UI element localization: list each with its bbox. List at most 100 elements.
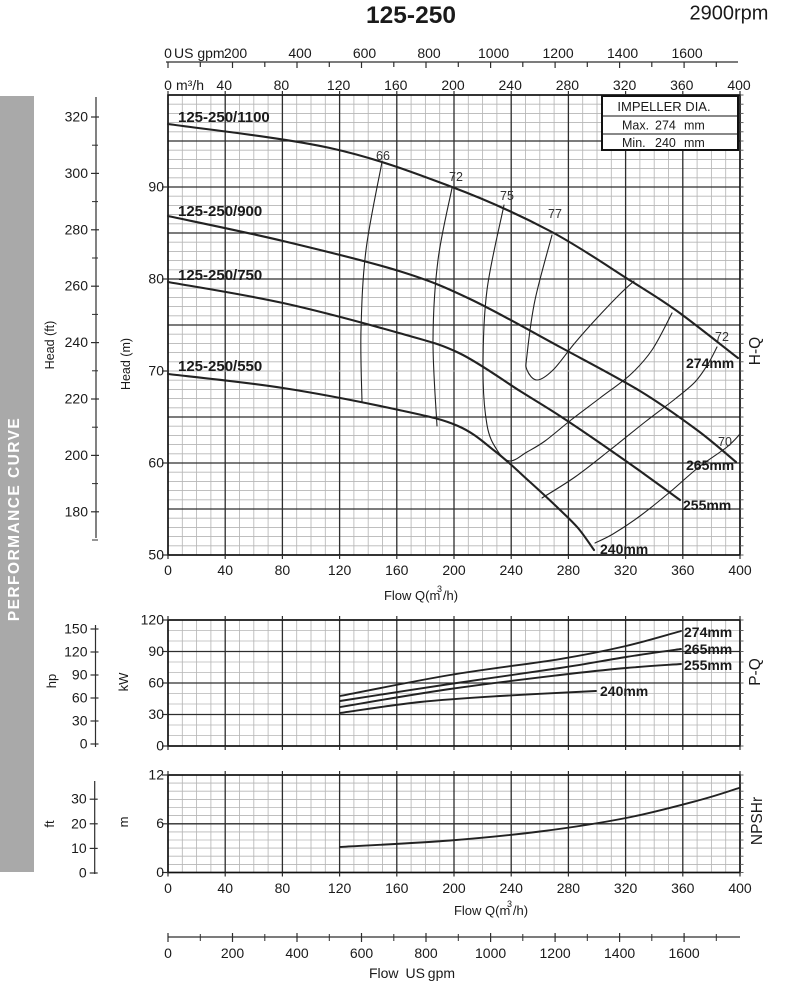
svg-text:Flow US gpm: Flow US gpm — [369, 965, 455, 981]
svg-text:400: 400 — [728, 562, 752, 578]
svg-text:US gpm: US gpm — [174, 45, 225, 61]
svg-text:200: 200 — [65, 447, 89, 463]
svg-text:0: 0 — [80, 736, 88, 752]
svg-text:180: 180 — [65, 503, 89, 519]
svg-text:1000: 1000 — [478, 45, 509, 61]
svg-text:1600: 1600 — [669, 945, 700, 961]
svg-text:0: 0 — [79, 865, 87, 881]
svg-text:800: 800 — [414, 945, 438, 961]
svg-text:1600: 1600 — [672, 45, 703, 61]
svg-text:60: 60 — [148, 675, 164, 691]
svg-text:72: 72 — [449, 170, 463, 184]
svg-text:20: 20 — [71, 815, 87, 831]
svg-text:hp: hp — [44, 674, 59, 688]
svg-text:280: 280 — [557, 880, 581, 896]
svg-text:200: 200 — [221, 945, 245, 961]
svg-text:200: 200 — [224, 45, 248, 61]
svg-text:1000: 1000 — [475, 945, 506, 961]
svg-text:125-250/1100: 125-250/1100 — [178, 109, 270, 126]
svg-text:80: 80 — [275, 562, 291, 578]
svg-text:240: 240 — [500, 562, 524, 578]
svg-text:274mm: 274mm — [686, 355, 734, 371]
svg-text:1400: 1400 — [607, 45, 638, 61]
svg-text:66: 66 — [376, 149, 390, 163]
svg-text:Flow Q(m /h): Flow Q(m /h) — [384, 588, 458, 603]
svg-text:360: 360 — [671, 562, 695, 578]
svg-text:200: 200 — [442, 880, 466, 896]
svg-text:360: 360 — [671, 880, 695, 896]
svg-text:120: 120 — [64, 644, 88, 660]
svg-text:120: 120 — [328, 880, 352, 896]
svg-text:125-250: 125-250 — [366, 2, 456, 29]
svg-text:6: 6 — [156, 815, 164, 831]
svg-text:Head (ft): Head (ft) — [43, 321, 57, 370]
svg-text:PERFORMANCE CURVE: PERFORMANCE CURVE — [6, 417, 23, 621]
svg-text:240: 240 — [65, 334, 89, 350]
svg-text:Min.: Min. — [622, 136, 646, 150]
svg-text:240: 240 — [499, 77, 523, 93]
svg-text:40: 40 — [217, 562, 233, 578]
svg-text:m: m — [116, 817, 131, 828]
svg-text:P-Q: P-Q — [747, 658, 764, 686]
svg-text:60: 60 — [148, 455, 164, 471]
svg-text:220: 220 — [65, 391, 89, 407]
svg-text:280: 280 — [557, 562, 581, 578]
svg-text:80: 80 — [275, 880, 291, 896]
svg-text:H-Q: H-Q — [747, 337, 764, 365]
svg-text:600: 600 — [350, 945, 374, 961]
svg-text:320: 320 — [65, 109, 89, 125]
svg-text:240mm: 240mm — [600, 683, 648, 699]
svg-text:40: 40 — [217, 880, 233, 896]
svg-text:240: 240 — [655, 136, 676, 150]
svg-text:50: 50 — [148, 547, 164, 563]
svg-text:255mm: 255mm — [683, 497, 731, 513]
svg-text:80: 80 — [274, 77, 290, 93]
svg-text:400: 400 — [728, 880, 752, 896]
svg-text:Head (m): Head (m) — [119, 338, 133, 390]
svg-text:260: 260 — [65, 278, 89, 294]
svg-text:0: 0 — [156, 864, 164, 880]
svg-text:125-250/750: 125-250/750 — [178, 267, 262, 284]
svg-text:240: 240 — [500, 880, 524, 896]
svg-text:2900rpm: 2900rpm — [690, 3, 769, 25]
svg-text:240mm: 240mm — [600, 541, 648, 557]
svg-text:400: 400 — [285, 945, 309, 961]
svg-text:kW: kW — [116, 672, 131, 692]
svg-text:90: 90 — [148, 643, 164, 659]
svg-text:Max.: Max. — [622, 119, 649, 133]
svg-text:265mm: 265mm — [686, 457, 734, 473]
svg-text:800: 800 — [417, 45, 441, 61]
svg-text:60: 60 — [72, 690, 88, 706]
svg-text:320: 320 — [613, 77, 637, 93]
svg-text:30: 30 — [72, 713, 88, 729]
svg-text:mm: mm — [684, 119, 705, 133]
svg-text:NPSHr: NPSHr — [749, 797, 766, 845]
svg-text:360: 360 — [670, 77, 694, 93]
svg-text:70: 70 — [148, 363, 164, 379]
svg-text:274: 274 — [655, 119, 676, 133]
svg-text:280: 280 — [556, 77, 580, 93]
svg-text:0: 0 — [164, 77, 172, 93]
svg-text:265mm: 265mm — [684, 641, 732, 657]
svg-text:600: 600 — [353, 45, 377, 61]
svg-text:160: 160 — [385, 562, 409, 578]
svg-text:12: 12 — [148, 767, 164, 783]
svg-text:1200: 1200 — [540, 945, 571, 961]
svg-text:120: 120 — [141, 612, 165, 628]
svg-text:120: 120 — [328, 562, 352, 578]
svg-text:m³/h: m³/h — [176, 77, 204, 93]
svg-text:150: 150 — [64, 621, 88, 637]
svg-text:30: 30 — [71, 791, 87, 807]
svg-text:320: 320 — [614, 880, 638, 896]
svg-text:0: 0 — [164, 945, 172, 961]
svg-text:200: 200 — [441, 77, 465, 93]
svg-text:160: 160 — [385, 880, 409, 896]
svg-text:0: 0 — [164, 562, 172, 578]
svg-text:mm: mm — [684, 136, 705, 150]
svg-text:320: 320 — [614, 562, 638, 578]
svg-text:Flow Q(m /h): Flow Q(m /h) — [454, 903, 528, 918]
svg-text:ft: ft — [42, 820, 57, 828]
svg-text:0: 0 — [164, 880, 172, 896]
svg-text:255mm: 255mm — [684, 657, 732, 673]
svg-text:90: 90 — [148, 179, 164, 195]
